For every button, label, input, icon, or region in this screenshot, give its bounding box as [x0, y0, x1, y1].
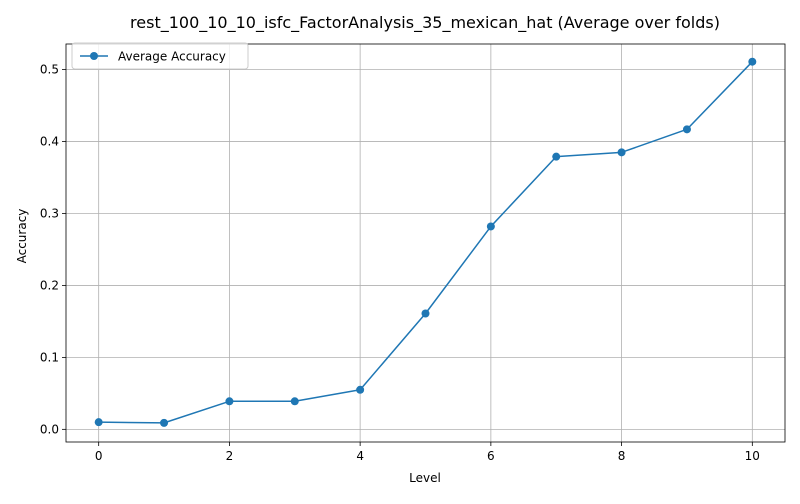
grid-layer — [66, 44, 785, 442]
data-point — [682, 125, 691, 134]
data-point — [421, 309, 430, 318]
y-axis-ticks: 0.0 0.1 0.2 0.3 0.4 0.5 — [40, 63, 66, 436]
x-tick-label: 0 — [95, 449, 103, 463]
y-tick-label: 0.3 — [40, 207, 59, 221]
x-tick-label: 8 — [618, 449, 626, 463]
x-axis-ticks: 0 2 4 6 8 10 — [95, 442, 760, 463]
data-point — [225, 397, 234, 406]
plot-area-frame — [65, 43, 786, 443]
data-point — [617, 148, 626, 157]
y-tick-label: 0.4 — [40, 135, 59, 149]
data-point — [486, 222, 495, 231]
series-layer — [94, 57, 757, 427]
legend-label: Average Accuracy — [118, 50, 226, 64]
chart-title: rest_100_10_10_isfc_FactorAnalysis_35_me… — [130, 13, 720, 33]
data-point — [94, 418, 103, 427]
legend-box — [71, 42, 249, 70]
legend: Average Accuracy — [71, 42, 249, 70]
legend-marker-swatch — [90, 52, 98, 60]
x-tick-label: 6 — [487, 449, 495, 463]
y-tick-label: 0.0 — [40, 422, 59, 436]
y-tick-label: 0.5 — [40, 63, 59, 77]
x-tick-label: 4 — [356, 449, 364, 463]
data-point — [748, 57, 757, 66]
x-tick-label: 10 — [745, 449, 760, 463]
x-tick-label: 2 — [226, 449, 234, 463]
x-axis-label: Level — [409, 471, 441, 485]
data-point — [290, 397, 299, 406]
y-tick-label: 0.2 — [40, 278, 59, 292]
y-axis-label: Accuracy — [15, 209, 29, 264]
y-tick-label: 0.1 — [40, 350, 59, 364]
data-point — [160, 418, 169, 427]
data-point — [356, 385, 365, 394]
data-point — [552, 152, 561, 161]
